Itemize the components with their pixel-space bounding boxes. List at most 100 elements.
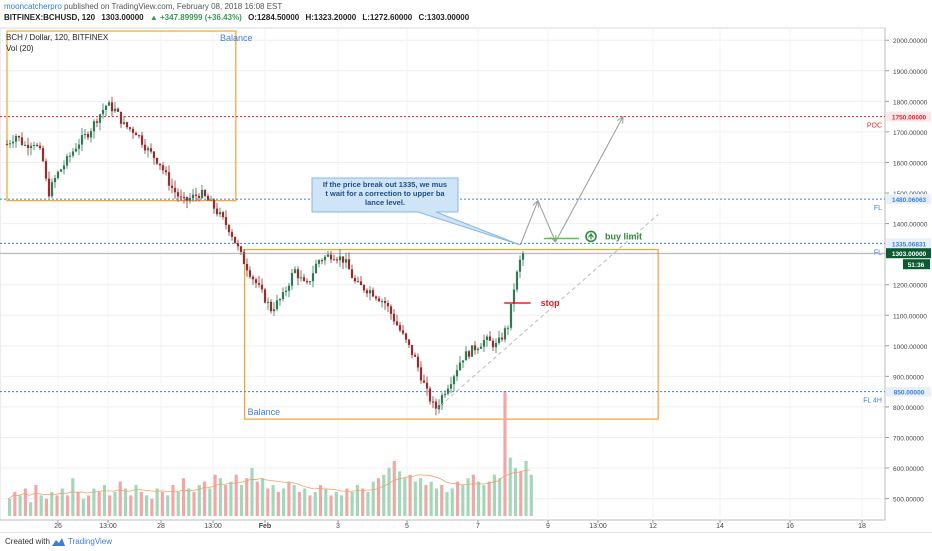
candle-body <box>284 290 288 293</box>
candle-body <box>92 121 96 132</box>
volume-bar <box>29 502 33 516</box>
candle-body <box>395 321 399 326</box>
candle-body <box>176 192 180 197</box>
candle-body <box>293 269 297 273</box>
candle-body <box>89 131 93 138</box>
candle-body <box>509 304 513 328</box>
candle-body <box>374 296 378 299</box>
volume-bar <box>71 478 75 516</box>
candle-body <box>44 161 48 179</box>
candle-body <box>467 351 471 357</box>
volume-bar <box>324 488 328 516</box>
level-price-tag <box>886 194 931 205</box>
level-price-tag-text: 850.00000 <box>894 390 925 397</box>
volume-bar <box>245 478 249 516</box>
candle-body <box>215 208 219 215</box>
candle-body <box>425 382 429 389</box>
candle-body <box>350 269 354 278</box>
volume-bar <box>429 481 433 516</box>
candle-body <box>203 189 207 196</box>
candle-body <box>14 136 18 142</box>
volume-bar <box>482 485 486 516</box>
candle-body <box>137 135 141 137</box>
volume-bar <box>134 485 138 516</box>
candle-body <box>38 145 42 149</box>
volume-bar <box>97 491 101 516</box>
candle-body <box>431 401 435 403</box>
candle-body <box>398 325 402 331</box>
volume-bar <box>187 488 191 516</box>
volume-bar <box>303 488 307 516</box>
author-link[interactable]: mooncatcherpro <box>4 2 62 11</box>
volume-bar <box>445 491 449 516</box>
volume-bar <box>466 478 470 516</box>
volume-bar <box>461 485 465 516</box>
candle-body <box>200 189 204 198</box>
candle-body <box>152 151 156 158</box>
volume-bar <box>113 491 117 516</box>
volume-bar <box>334 491 338 516</box>
candle-body <box>5 144 9 146</box>
volume-bar <box>271 485 275 516</box>
y-axis-tick-label: 1400.00000 <box>893 222 928 229</box>
volume-bar <box>492 474 497 516</box>
volume-bar <box>403 478 407 516</box>
candle-body <box>515 271 519 290</box>
candle-body <box>170 185 174 188</box>
volume-bar <box>355 485 359 516</box>
candle-body <box>362 285 366 291</box>
candle-body <box>407 339 411 345</box>
volume-bar <box>308 495 312 516</box>
candle-body <box>281 292 285 299</box>
candle-body <box>158 163 162 166</box>
volume-bar <box>44 498 49 516</box>
candle-body <box>347 259 351 270</box>
x-axis-tick-label: 9 <box>546 523 550 530</box>
tradingview-brand[interactable]: TradingView <box>68 537 113 546</box>
volume-bar <box>13 491 17 516</box>
candle-body <box>242 251 246 264</box>
candle-body <box>470 345 474 357</box>
candle-body <box>101 109 105 115</box>
balance-box-label: Balance <box>248 407 281 417</box>
volume-bar <box>234 474 238 516</box>
volume-bar <box>508 457 512 516</box>
candle-body <box>446 388 450 394</box>
candle-body <box>326 254 330 257</box>
candle-body <box>290 272 294 286</box>
volume-bar <box>397 471 402 516</box>
candle-body <box>428 388 432 402</box>
volume-bar <box>92 488 96 516</box>
candle-body <box>506 327 510 329</box>
candle-body <box>272 309 276 312</box>
candle-body <box>113 108 117 112</box>
volume-bar <box>23 488 27 516</box>
tradingview-logo-icon <box>52 538 65 546</box>
candle-body <box>434 401 438 410</box>
ohlc-legend: BITFINEX:BCHUSD, 120 1303.00000 ▲ +347.8… <box>4 13 473 22</box>
volume-bar <box>129 495 133 516</box>
candle-body <box>47 178 51 197</box>
price-chart[interactable]: 2000.00000 1900.00000 1800.00000 1700.00000… <box>0 0 932 532</box>
candle-body <box>335 259 339 261</box>
candle-body <box>185 197 189 201</box>
volume-bar <box>202 481 207 516</box>
candle-body <box>104 105 108 110</box>
candle-body <box>239 246 243 252</box>
candle-body <box>278 298 282 301</box>
candle-body <box>500 337 504 340</box>
level-label: POC <box>867 123 882 130</box>
candle-body <box>35 144 39 146</box>
candle-body <box>260 284 264 290</box>
candle-body <box>245 263 249 271</box>
publish-info: mooncatcherpro published on TradingView.… <box>4 2 282 11</box>
y-axis-tick-label: 1100.00000 <box>893 313 927 320</box>
candle-body <box>146 148 150 151</box>
volume-bar <box>287 481 291 516</box>
callout-text: t wait for a correction to upper ba <box>325 189 445 198</box>
last-price-tag <box>886 248 931 259</box>
candle-body <box>377 298 381 302</box>
level-label: FL 4H <box>863 398 882 405</box>
y-axis-tick-label: 600.00000 <box>893 466 924 473</box>
candle-body <box>497 337 501 343</box>
